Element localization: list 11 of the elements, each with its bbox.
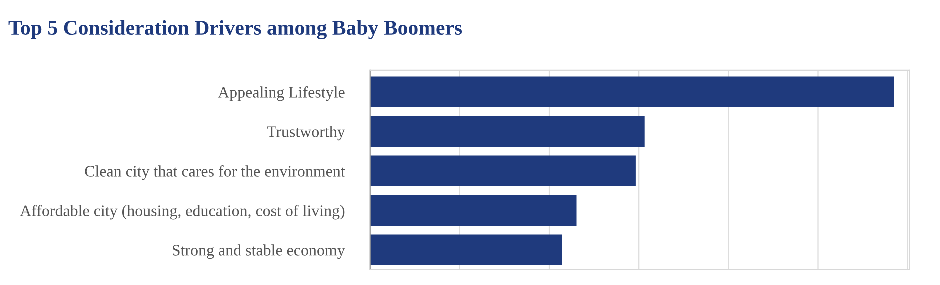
y-tick-label: Affordable city (housing, education, cost of living) bbox=[20, 205, 345, 220]
y-tick-label: Appealing Lifestyle bbox=[218, 86, 345, 102]
chart-title: Top 5 Consideration Drivers among Baby Boomers bbox=[8, 20, 462, 40]
y-tick-label: Trustworthy bbox=[267, 126, 346, 141]
bar bbox=[370, 234, 562, 266]
bar bbox=[370, 195, 577, 226]
bar bbox=[370, 116, 645, 148]
bar bbox=[370, 76, 894, 108]
y-tick-label: Strong and stable economy bbox=[172, 244, 346, 260]
bar bbox=[370, 156, 636, 187]
y-tick-label: Clean city that cares for the environment bbox=[85, 166, 346, 180]
